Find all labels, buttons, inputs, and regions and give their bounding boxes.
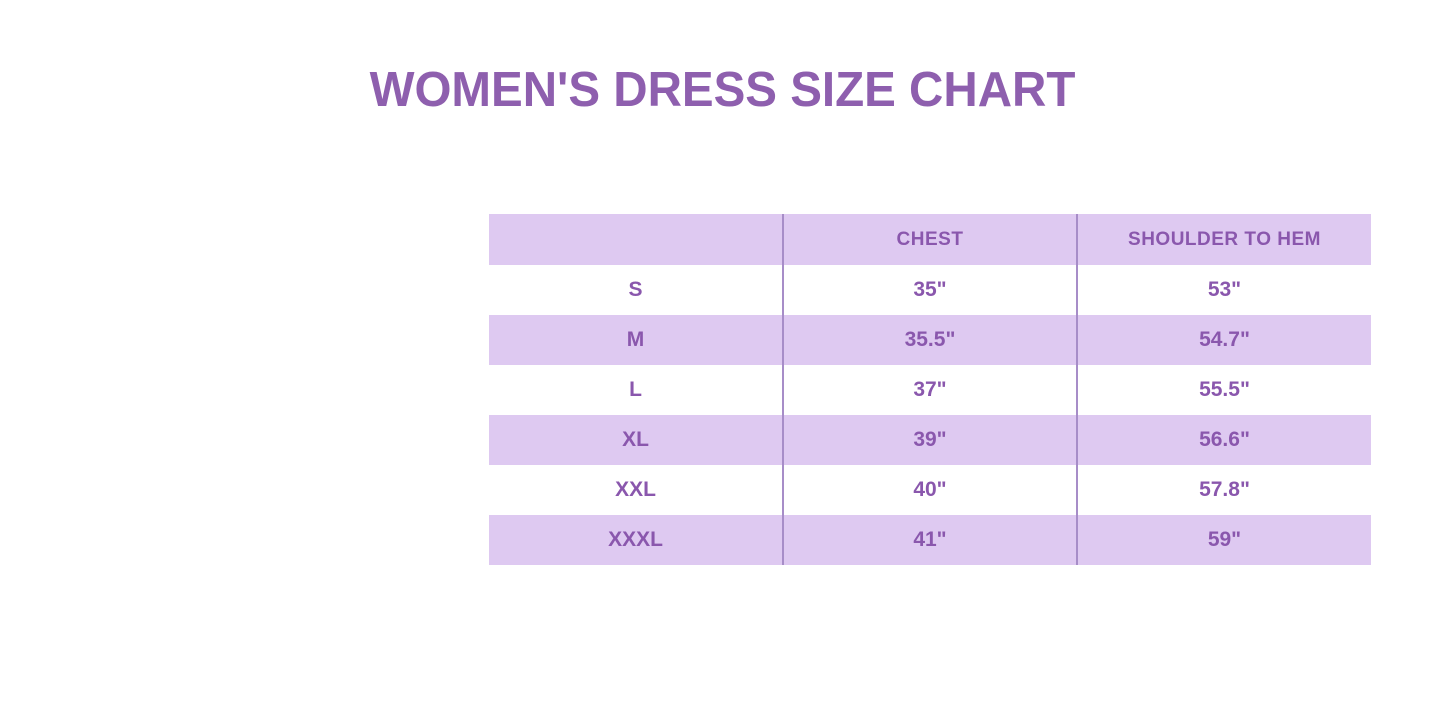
page-title: WOMEN'S DRESS SIZE CHART [369,63,1076,117]
size-chart-table: CHEST SHOULDER TO HEM S 35" 53" M 35.5" 54.7"… [489,214,1371,565]
hem-value-cell: 59" [1076,515,1371,565]
chest-value-cell: 37" [782,365,1077,415]
table-row: XXXL 41" 59" [489,515,1371,565]
size-label-cell: XXXL [489,515,783,565]
chest-value-cell: 41" [782,515,1077,565]
table-row: M 35.5" 54.7" [489,315,1371,365]
column-header-chest: CHEST [782,214,1077,265]
column-header-shoulder-to-hem: SHOULDER TO HEM [1076,214,1371,265]
size-label-cell: S [489,265,783,315]
table-row: XXL 40" 57.8" [489,465,1371,515]
header-row: CHEST SHOULDER TO HEM [489,214,1371,265]
table-row: S 35" 53" [489,265,1371,315]
table-row: XL 39" 56.6" [489,415,1371,465]
hem-value-cell: 55.5" [1076,365,1371,415]
size-label-cell: L [489,365,783,415]
table-row: L 37" 55.5" [489,365,1371,415]
hem-value-cell: 57.8" [1076,465,1371,515]
size-chart-body: S 35" 53" M 35.5" 54.7" L 37" 55.5" XL 39" 56.6" XXL… [489,265,1371,565]
hem-value-cell: 54.7" [1076,315,1371,365]
size-chart-header: CHEST SHOULDER TO HEM [489,214,1371,265]
column-header-size [489,214,783,265]
chest-value-cell: 35" [782,265,1077,315]
chest-value-cell: 40" [782,465,1077,515]
size-label-cell: M [489,315,783,365]
hem-value-cell: 56.6" [1076,415,1371,465]
chest-value-cell: 35.5" [782,315,1077,365]
chest-value-cell: 39" [782,415,1077,465]
size-label-cell: XL [489,415,783,465]
hem-value-cell: 53" [1076,265,1371,315]
size-label-cell: XXL [489,465,783,515]
